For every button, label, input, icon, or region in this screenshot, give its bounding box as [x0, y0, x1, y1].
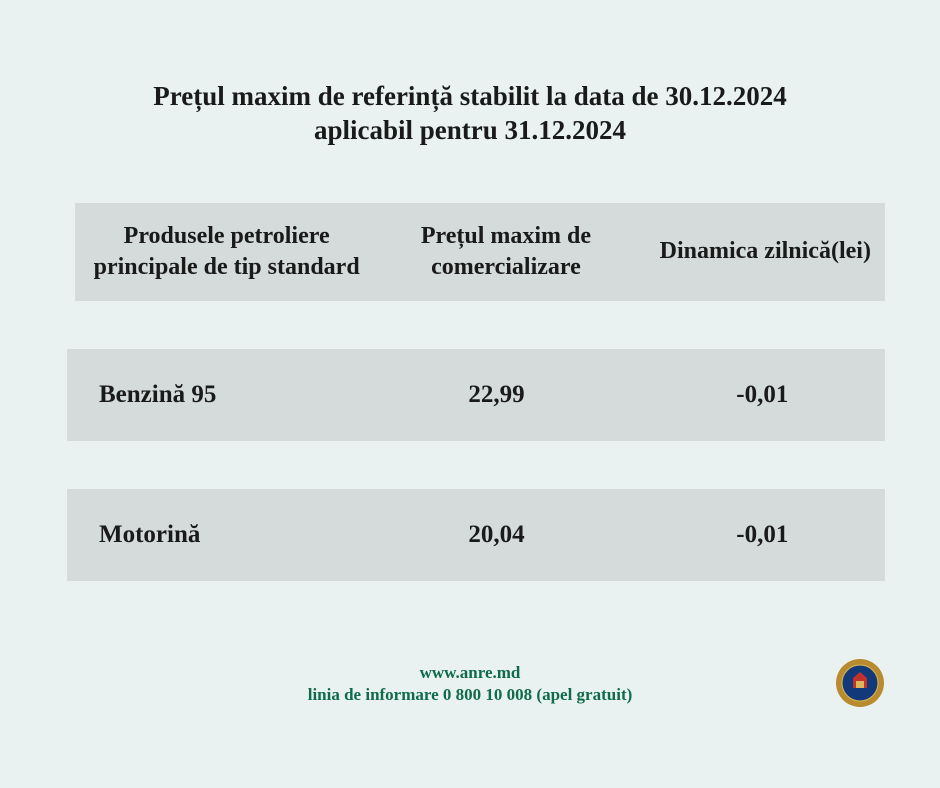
cell-product: Benzină 95	[67, 381, 353, 409]
col-header-product: Produsele petroliere principale de tip s…	[87, 221, 366, 283]
page-title: Prețul maxim de referință stabilit la da…	[153, 80, 786, 148]
col-header-price: Prețul maxim de comercializare	[366, 221, 645, 283]
col-header-delta: Dinamica zilnică(lei)	[646, 236, 885, 267]
title-line-2: aplicabil pentru 31.12.2024	[314, 115, 626, 145]
seal-icon	[835, 658, 885, 708]
footer: www.anre.md linia de informare 0 800 10 …	[0, 662, 940, 706]
footer-infoline: linia de informare 0 800 10 008 (apel gr…	[0, 684, 940, 706]
footer-url: www.anre.md	[0, 662, 940, 684]
table-row: Motorină 20,04 -0,01	[67, 489, 885, 581]
table-header: Produsele petroliere principale de tip s…	[75, 203, 885, 301]
cell-delta: -0,01	[640, 381, 885, 409]
table-row: Benzină 95 22,99 -0,01	[67, 349, 885, 441]
cell-product: Motorină	[67, 521, 353, 549]
cell-delta: -0,01	[640, 521, 885, 549]
page: Prețul maxim de referință stabilit la da…	[0, 0, 940, 788]
cell-price: 20,04	[353, 521, 639, 549]
title-line-1: Prețul maxim de referință stabilit la da…	[153, 81, 786, 111]
cell-price: 22,99	[353, 381, 639, 409]
price-table: Produsele petroliere principale de tip s…	[55, 203, 885, 581]
